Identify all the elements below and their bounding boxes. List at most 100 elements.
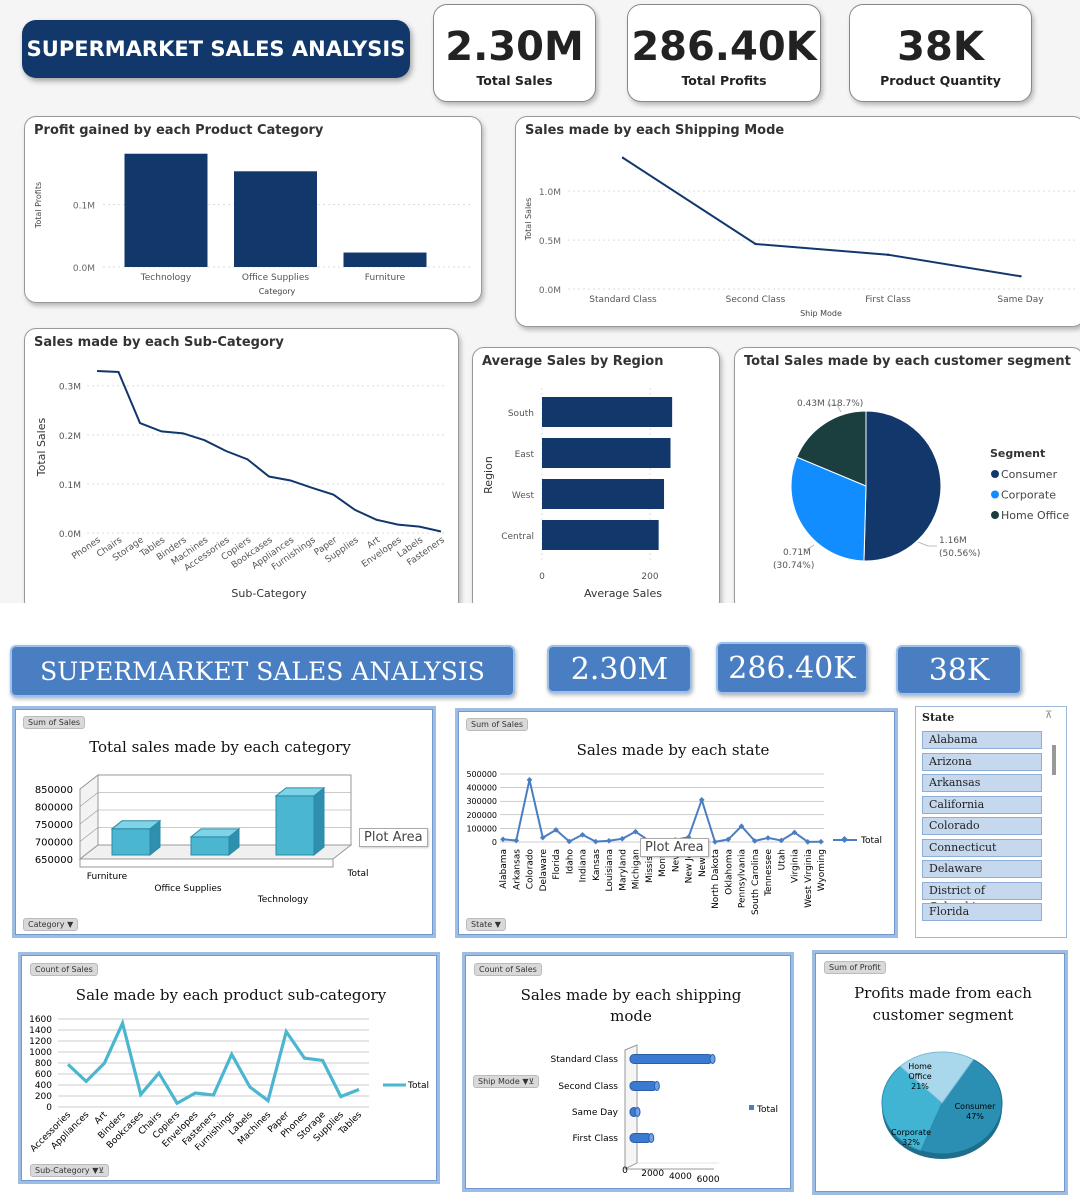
pie-label-consumer-value: 1.16M — [939, 536, 967, 546]
chart-title: Average Sales by Region — [482, 354, 664, 369]
excel-state-chart[interactable]: Sum of Sales Sales made by each state 50… — [455, 708, 898, 938]
sales-by-ship-mode-chart[interactable]: Sales made by each Shipping Mode 0.0M 0.5… — [515, 116, 1080, 327]
bar-front — [275, 795, 315, 856]
bar-front — [111, 828, 151, 856]
plot-area-tooltip: Plot Area — [640, 838, 709, 857]
field-button-count-sales[interactable]: Count of Sales — [30, 963, 98, 976]
bar-cap — [634, 1107, 641, 1117]
x-tick-label: Tennessee — [764, 849, 774, 897]
bar-top — [189, 828, 241, 838]
excel-segment-pie-chart[interactable]: Sum of Profit Profits made from each cus… — [812, 950, 1068, 1195]
chart-title-line-2: customer segment — [872, 1006, 1014, 1024]
dashboard-title: SUPERMARKET SALES ANALYSIS — [22, 20, 410, 78]
x-tick-label: Florida — [552, 849, 562, 880]
y-tick-label: 500000 — [466, 770, 497, 779]
slicer-item[interactable]: Delaware — [922, 860, 1042, 878]
x-tick-label: Delaware — [539, 849, 549, 892]
bar-front — [190, 836, 230, 856]
kpi-value: 2.30M — [445, 24, 584, 70]
field-button-count-sales[interactable]: Count of Sales — [474, 963, 542, 976]
excel-category-chart[interactable]: Sum of Sales Total sales made by each ca… — [12, 706, 436, 938]
y-tick-label: 0.0M — [539, 286, 561, 296]
data-point — [698, 797, 705, 803]
x-tick-label: Colorado — [526, 849, 536, 890]
slicer-item[interactable]: California — [922, 796, 1042, 814]
x-tick-label: Utah — [777, 849, 787, 870]
bar-side — [313, 786, 325, 857]
field-button-sum-sales[interactable]: Sum of Sales — [466, 718, 529, 731]
legend-label: Total — [860, 836, 882, 846]
excel-subcategory-chart[interactable]: Count of Sales Sale made by each product… — [18, 952, 440, 1184]
legend-marker — [991, 490, 999, 499]
slicer-item[interactable]: Arizona — [922, 753, 1042, 771]
floor-edge — [79, 858, 334, 868]
sales-by-ship-mode-plot: 0.0M 0.5M 1.0M Standard Class Second Class Fi… — [524, 156, 1076, 318]
excel-subcategory-plot: 16001400120010008006004002000Accessories… — [29, 1015, 429, 1154]
x-tick-label: New Jer — [685, 849, 695, 884]
y-axis-title: Region — [482, 456, 495, 494]
data-point — [765, 835, 771, 841]
legend-label: Total — [756, 1105, 778, 1115]
y-tick-label: Standard Class — [551, 1055, 619, 1065]
profit-by-category-plot: 0.0M 0.1M Technology Office Supplies Furnitu… — [34, 153, 470, 296]
y-tick-label: 0.5M — [539, 237, 561, 247]
data-point — [791, 829, 798, 836]
field-button-label: Sub-Category — [35, 1166, 90, 1175]
slicer-item[interactable]: Arkansas — [922, 774, 1042, 792]
y-tick-label: 600 — [35, 1070, 52, 1080]
chart-title: Profit gained by each Product Category — [34, 123, 324, 138]
state-slicer[interactable]: State ⊼ Alabama Arizona Arkansas Califor… — [915, 706, 1067, 938]
field-button-ship-mode[interactable]: Ship Mode ▼⊻ — [473, 1075, 540, 1088]
y-tick-label: 1600 — [29, 1015, 52, 1025]
y-tick-label: 1.0M — [539, 188, 561, 198]
field-button-sum-sales[interactable]: Sum of Sales — [23, 716, 86, 729]
legend-marker — [749, 1105, 754, 1110]
excel-ship-mode-chart[interactable]: Count of Sales Sales made by each shippi… — [462, 952, 794, 1192]
clear-filter-icon[interactable]: ⊼ — [1045, 710, 1053, 721]
field-button-state[interactable]: State ▼ — [466, 918, 506, 931]
legend-title: Segment — [990, 447, 1046, 460]
pie-slice — [790, 456, 867, 562]
field-button-subcategory[interactable]: Sub-Category ▼⊻ — [30, 1164, 110, 1177]
x-tick-label: Virginia — [791, 849, 801, 883]
pie-label: Office — [908, 1072, 931, 1081]
kpi-total-profits: 286.40K Total Profits — [627, 4, 821, 102]
pie-label: Corporate — [891, 1128, 931, 1137]
field-button-category[interactable]: Category ▼ — [23, 918, 79, 931]
sales-by-subcategory-chart[interactable]: Sales made by each Sub-Category 0.0M 0.1M… — [24, 328, 459, 613]
slicer-item[interactable]: Alabama — [922, 731, 1042, 749]
filter-icon: ▼⊻ — [92, 1166, 105, 1175]
slicer-item[interactable]: Colorado — [922, 817, 1042, 835]
sales-by-segment-chart[interactable]: Total Sales made by each customer segmen… — [734, 347, 1080, 613]
gridline — [79, 844, 99, 860]
x-axis-title: Sub-Category — [231, 587, 307, 600]
avg-sales-by-region-chart[interactable]: Average Sales by Region 0 200 South East Wes… — [472, 347, 720, 613]
data-point — [566, 838, 573, 845]
slicer-scrollbar[interactable] — [1052, 745, 1056, 775]
x-tick-label: Furniture — [87, 872, 128, 882]
chart-title: Total Sales made by each customer segmen… — [744, 354, 1071, 369]
chart-title: Sales made by each state — [576, 741, 770, 759]
chart-title: Sales made by each Sub-Category — [34, 335, 284, 350]
excel-category-plot: 850000 800000 750000 700000 650000 Furniture O… — [35, 773, 369, 905]
bar — [542, 520, 659, 550]
field-button-sum-profit[interactable]: Sum of Profit — [824, 961, 886, 974]
gridline — [79, 827, 99, 842]
series-line — [502, 779, 822, 844]
x-tick-label: Michigan — [632, 849, 642, 889]
profit-by-category-chart[interactable]: Profit gained by each Product Category 0… — [24, 116, 482, 303]
pie-slice — [796, 410, 867, 487]
slicer-item[interactable]: Connecticut — [922, 839, 1042, 857]
data-point — [579, 831, 586, 838]
pie-label-home-office: 0.43M (18.7%) — [797, 399, 864, 409]
data-point — [592, 838, 599, 845]
slicer-item[interactable]: Florida — [922, 903, 1042, 921]
y-tick-label: 400 — [35, 1081, 52, 1091]
slicer-item[interactable]: District of Columbia — [922, 882, 1042, 913]
y-axis-title: Total Profits — [34, 182, 43, 229]
y-tick-label: Second Class — [558, 1082, 618, 1092]
x-tick-label: Office Supplies — [242, 273, 310, 283]
data-point — [738, 823, 745, 830]
